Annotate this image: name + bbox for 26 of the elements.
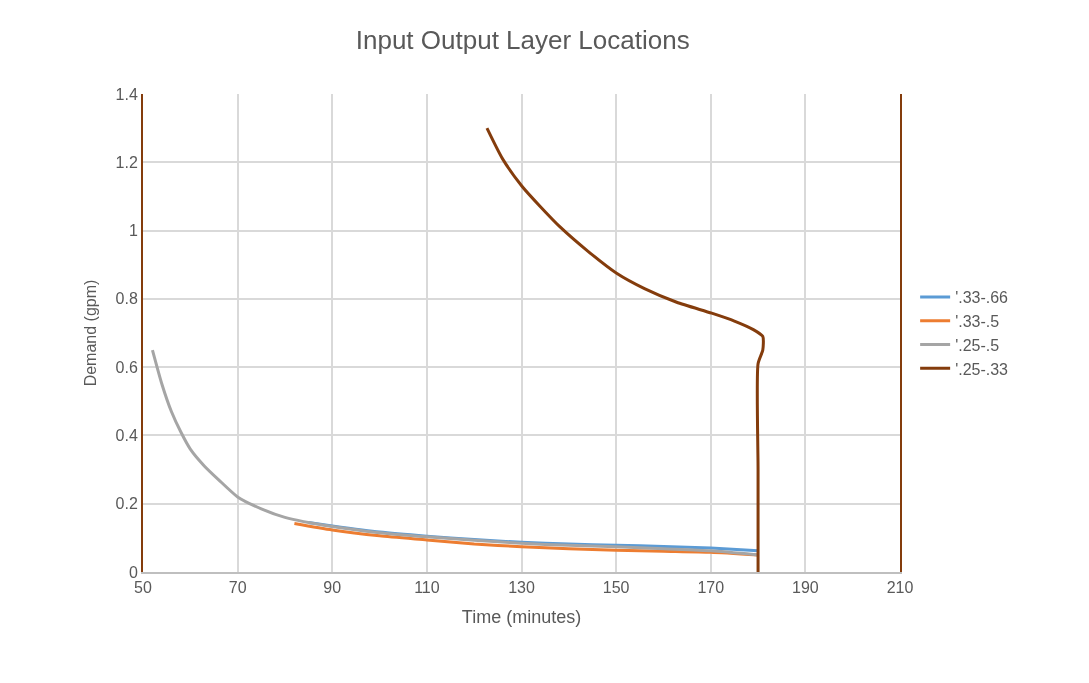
y-tick-label: 0	[128, 563, 138, 581]
y-tick-label: 1.4	[115, 85, 138, 103]
x-tick-label: 90	[323, 579, 342, 597]
y-tick-label: 0.2	[115, 495, 138, 513]
legend-label: '.33-.66	[955, 289, 1009, 307]
legend-label: '.25-.5	[955, 336, 1000, 354]
chart-title: Input Output Layer Locations	[355, 24, 690, 55]
x-tick-label: 50	[134, 579, 152, 597]
y-axis-title: Demand (gpm)	[81, 279, 99, 387]
legend-label: '.33-.5	[955, 312, 1000, 330]
x-tick-label: 170	[697, 579, 725, 597]
x-tick-label: 210	[886, 579, 914, 597]
x-tick-label: 150	[602, 579, 630, 597]
x-axis-title: Time (minutes)	[461, 606, 582, 627]
x-tick-label: 190	[792, 579, 819, 597]
legend-label: '.25-.33	[955, 360, 1009, 378]
y-tick-label: 1.2	[115, 153, 138, 171]
line-series	[150, 348, 760, 557]
x-tick-label: 130	[508, 579, 535, 597]
x-tick-label: 110	[414, 579, 440, 597]
y-tick-label: 0.6	[115, 358, 138, 376]
y-tick-label: 0.4	[115, 427, 138, 445]
line-series	[485, 126, 765, 572]
y-tick-label: 1	[128, 222, 138, 240]
x-tick-label: 70	[228, 579, 247, 597]
y-tick-label: 0.8	[115, 290, 138, 308]
